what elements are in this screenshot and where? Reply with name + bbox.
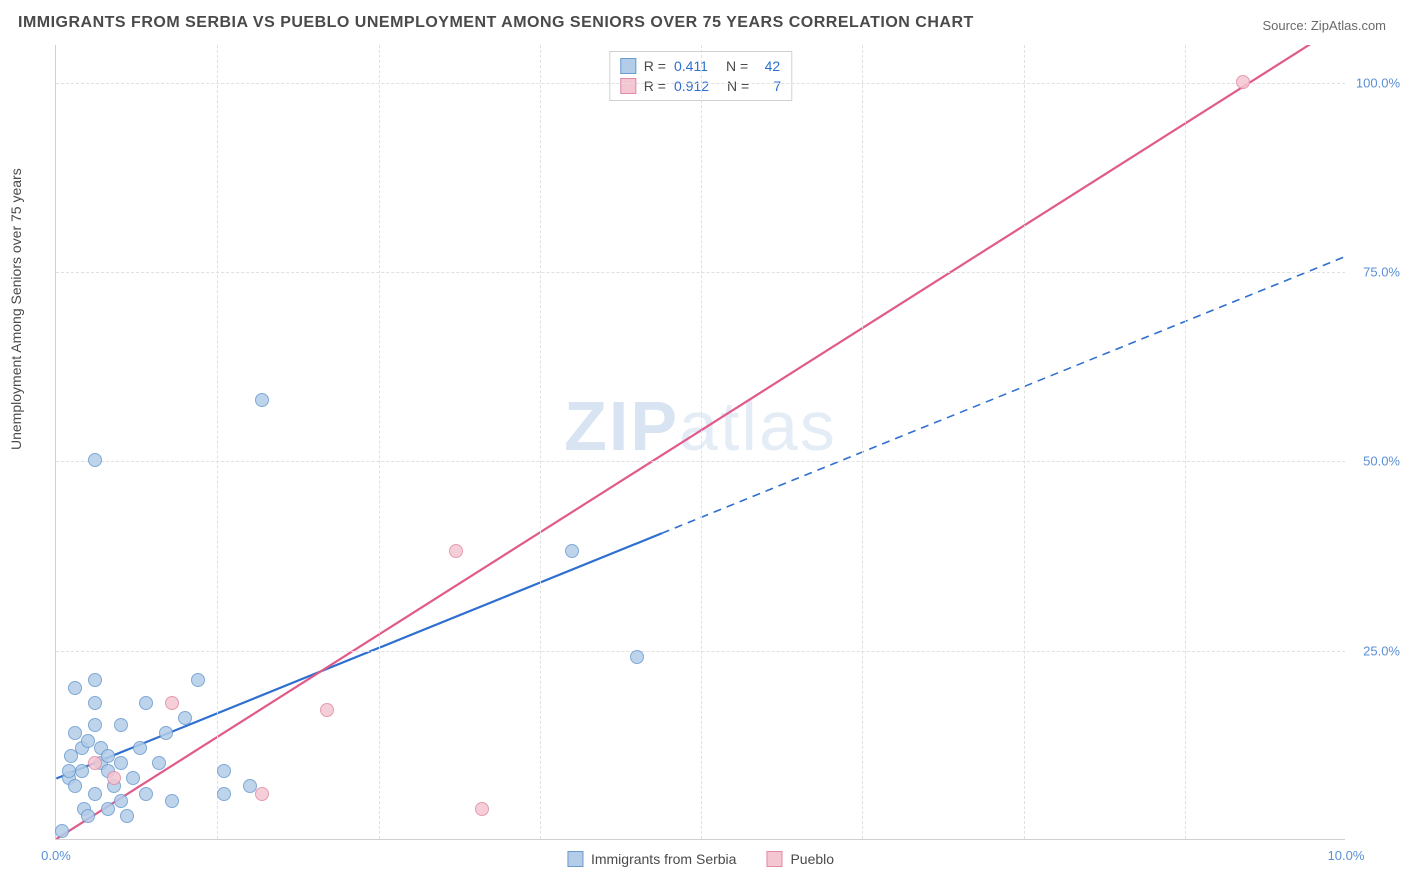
legend-r-label: R = (644, 58, 666, 74)
data-point (62, 764, 76, 778)
regression-line-solid (56, 533, 662, 778)
data-point (68, 726, 82, 740)
y-axis-label: Unemployment Among Seniors over 75 years (8, 168, 24, 450)
data-point (88, 756, 102, 770)
data-point (114, 794, 128, 808)
y-tick-label: 25.0% (1363, 643, 1400, 658)
data-point (88, 696, 102, 710)
x-tick-label: 10.0% (1328, 848, 1365, 863)
grid-line-v (540, 45, 541, 839)
data-point (159, 726, 173, 740)
grid-line-v (701, 45, 702, 839)
data-point (114, 718, 128, 732)
data-point (81, 734, 95, 748)
data-point (101, 802, 115, 816)
data-point (88, 453, 102, 467)
source-label: Source: ZipAtlas.com (1262, 18, 1386, 33)
grid-line-v (1185, 45, 1186, 839)
data-point (255, 393, 269, 407)
data-point (88, 787, 102, 801)
data-point (217, 787, 231, 801)
data-point (475, 802, 489, 816)
legend-r-label: R = (644, 78, 666, 94)
y-tick-label: 50.0% (1363, 454, 1400, 469)
y-tick-label: 75.0% (1363, 265, 1400, 280)
data-point (126, 771, 140, 785)
data-point (217, 764, 231, 778)
data-point (133, 741, 147, 755)
series-name: Pueblo (790, 851, 834, 867)
legend-swatch (620, 78, 636, 94)
data-point (107, 771, 121, 785)
grid-line-v (1024, 45, 1025, 839)
watermark-zip: ZIP (564, 387, 679, 465)
series-name: Immigrants from Serbia (591, 851, 736, 867)
data-point (55, 824, 69, 838)
legend-n-value: 7 (757, 78, 781, 94)
data-point (191, 673, 205, 687)
data-point (75, 764, 89, 778)
series-legend-item: Pueblo (766, 851, 834, 867)
y-tick-label: 100.0% (1356, 75, 1400, 90)
x-tick-label: 0.0% (41, 848, 71, 863)
data-point (320, 703, 334, 717)
watermark-atlas: atlas (679, 387, 837, 465)
data-point (139, 787, 153, 801)
data-point (68, 779, 82, 793)
data-point (630, 650, 644, 664)
legend-n-label: N = (727, 78, 749, 94)
data-point (178, 711, 192, 725)
data-point (165, 696, 179, 710)
data-point (449, 544, 463, 558)
data-point (68, 681, 82, 695)
regression-line-dashed (662, 257, 1345, 534)
grid-line-v (379, 45, 380, 839)
plot-area: ZIPatlas R = 0.411N = 42R = 0.912N = 7 I… (55, 45, 1345, 840)
data-point (88, 718, 102, 732)
data-point (1236, 75, 1250, 89)
data-point (88, 673, 102, 687)
data-point (139, 696, 153, 710)
data-point (243, 779, 257, 793)
data-point (255, 787, 269, 801)
data-point (114, 756, 128, 770)
data-point (120, 809, 134, 823)
data-point (565, 544, 579, 558)
legend-r-value: 0.912 (674, 78, 709, 94)
series-legend-item: Immigrants from Serbia (567, 851, 736, 867)
data-point (81, 809, 95, 823)
data-point (152, 756, 166, 770)
legend-r-value: 0.411 (674, 58, 708, 74)
legend-swatch (567, 851, 583, 867)
data-point (165, 794, 179, 808)
legend-n-value: 42 (756, 58, 780, 74)
data-point (101, 749, 115, 763)
grid-line-v (862, 45, 863, 839)
legend-swatch (620, 58, 636, 74)
chart-title: IMMIGRANTS FROM SERBIA VS PUEBLO UNEMPLO… (18, 14, 974, 32)
series-legend: Immigrants from Serbia Pueblo (567, 851, 834, 867)
legend-n-label: N = (726, 58, 748, 74)
legend-swatch (766, 851, 782, 867)
grid-line-v (217, 45, 218, 839)
